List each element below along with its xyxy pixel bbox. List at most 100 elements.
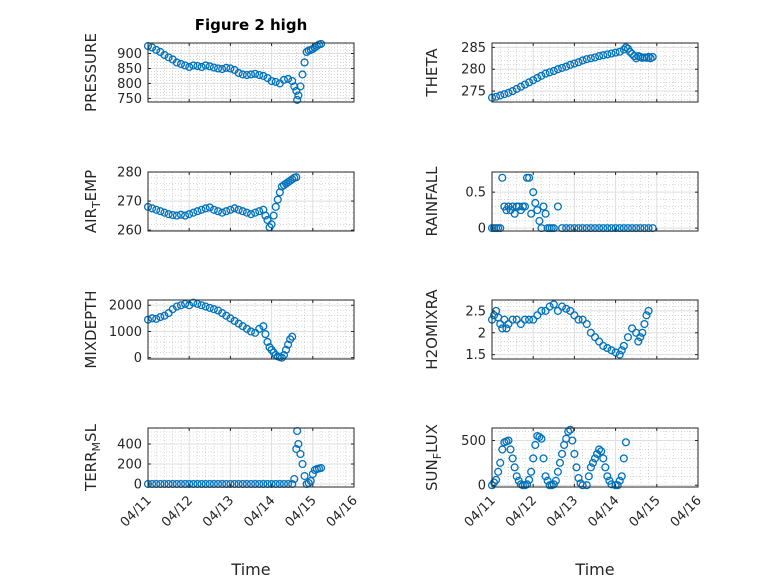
data-point <box>205 303 214 312</box>
y-tick-label: 0 <box>134 478 142 493</box>
axes-frame <box>147 42 355 103</box>
data-point <box>504 436 513 445</box>
y-axis-label-main: PRESSURE <box>82 33 100 112</box>
data-point <box>623 224 633 233</box>
data-point <box>590 454 600 463</box>
y-axis-label: SUNFLUX <box>423 424 444 491</box>
data-point <box>298 70 307 79</box>
subplot-rainfall: 0 0.5 RAINFALL <box>423 166 699 237</box>
data-point <box>506 445 515 454</box>
y-axis-label: RAINFALL <box>423 166 441 237</box>
data-point <box>525 475 534 484</box>
data-point <box>226 314 235 323</box>
axes-frame <box>491 42 699 103</box>
data-point <box>619 224 628 233</box>
data-point <box>263 215 272 225</box>
data-point <box>296 82 305 91</box>
y-tick-label: 200 <box>117 458 142 473</box>
data-point <box>601 463 610 472</box>
data-point <box>296 449 305 459</box>
data-point <box>529 315 538 324</box>
data-point <box>269 211 278 220</box>
data-point <box>566 60 575 69</box>
data-point <box>261 211 270 220</box>
y-tick-label: 275 <box>461 85 486 100</box>
data-point <box>533 206 542 215</box>
data-point <box>294 91 303 100</box>
data-point <box>607 49 616 58</box>
data-point <box>512 315 521 324</box>
data-point <box>599 224 608 233</box>
data-point <box>566 425 575 434</box>
data-point <box>570 59 579 68</box>
y-tick-label: 1.5 <box>465 348 486 363</box>
data-point <box>498 324 507 333</box>
data-point <box>152 45 161 54</box>
data-point <box>209 305 218 314</box>
x-axis-label-left: Time <box>230 560 270 579</box>
data-point <box>279 351 289 360</box>
data-point <box>582 481 591 490</box>
data-point <box>562 62 571 71</box>
data-point <box>238 322 247 331</box>
data-point <box>201 302 210 311</box>
data-point <box>510 209 519 218</box>
data-point <box>537 71 546 80</box>
data-point <box>640 224 649 233</box>
data-point <box>494 467 503 476</box>
data-point <box>172 211 181 220</box>
data-point <box>259 71 268 80</box>
data-point <box>553 202 562 211</box>
data-point <box>176 301 186 310</box>
y-tick-label: 2000 <box>109 299 142 314</box>
data-point <box>273 195 282 204</box>
data-point <box>255 70 264 80</box>
data-point <box>570 311 579 320</box>
x-axis-label-right: Time <box>574 560 614 579</box>
data-point <box>638 328 647 337</box>
data-point <box>529 454 538 463</box>
data-point <box>496 319 505 329</box>
data-point <box>533 311 542 320</box>
data-point <box>562 224 571 233</box>
data-point <box>539 202 548 211</box>
figure-title: Figure 2 high <box>195 16 308 34</box>
data-point <box>209 63 218 72</box>
data-point <box>603 50 612 59</box>
data-point <box>590 53 600 62</box>
data-point <box>636 224 645 233</box>
data-point <box>619 341 628 350</box>
data-point <box>582 319 591 329</box>
axes-frame <box>147 427 355 488</box>
major-grid <box>491 300 699 359</box>
data-point <box>242 208 251 217</box>
data-point <box>496 224 505 233</box>
data-point <box>209 205 218 214</box>
data-point <box>634 337 643 346</box>
data-point <box>168 210 177 220</box>
data-point <box>197 301 206 310</box>
data-point <box>545 302 554 311</box>
data-point <box>302 47 311 57</box>
data-point <box>234 319 243 328</box>
y-tick-label: 0.5 <box>465 186 486 201</box>
data-point <box>218 208 227 217</box>
data-point <box>316 39 326 48</box>
data-point <box>642 311 651 320</box>
axes-frame <box>491 171 699 232</box>
data-point <box>555 458 565 467</box>
data-point <box>539 454 548 463</box>
y-tick-label: 500 <box>461 434 486 449</box>
data-point <box>222 311 231 320</box>
data-point <box>496 458 505 467</box>
data-point <box>298 459 307 469</box>
y-tick-label: 280 <box>117 166 142 181</box>
data-point <box>201 204 210 213</box>
y-tick-label: 270 <box>117 195 142 210</box>
data-point <box>615 47 624 56</box>
axes-frame <box>491 427 699 488</box>
data-point <box>492 92 501 101</box>
data-point <box>193 62 202 71</box>
y-axis-label: TERRMSL <box>82 423 103 492</box>
data-point <box>632 224 641 233</box>
